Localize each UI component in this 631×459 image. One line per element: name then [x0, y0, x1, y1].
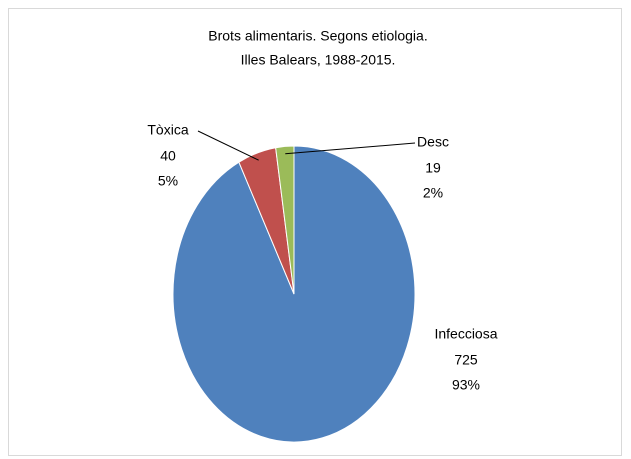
pie-slice — [275, 145, 295, 295]
slice-label: Desc — [417, 134, 449, 150]
chart-title: Brots alimentaris. Segons etiologia. — [208, 28, 427, 44]
chart-subtitle: Illes Balears, 1988-2015. — [241, 52, 396, 68]
leader-line — [285, 142, 416, 155]
slice-percent: 5% — [158, 173, 178, 189]
slice-label: Tòxica — [147, 122, 188, 138]
leader-line — [197, 130, 259, 161]
slice-percent: 93% — [452, 377, 480, 393]
slice-value: 40 — [160, 148, 176, 164]
slice-value: 725 — [454, 352, 478, 368]
slice-label: Infecciosa — [434, 326, 497, 342]
slice-percent: 2% — [423, 185, 443, 201]
slice-value: 19 — [425, 160, 441, 176]
